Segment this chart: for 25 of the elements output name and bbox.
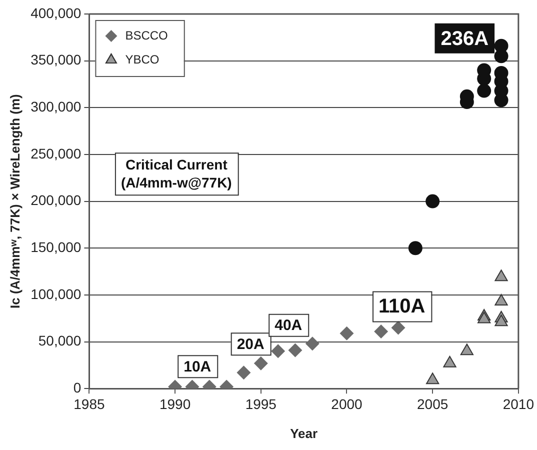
y-tick-label: 400,000 bbox=[30, 4, 82, 21]
y-tick-label: 50,000 bbox=[38, 332, 82, 349]
annotation: 236A bbox=[440, 28, 489, 50]
y-tick-label: 150,000 bbox=[30, 238, 82, 255]
y-axis-title: Ic (A/4mmʷ, 77K) × WireLength (m) bbox=[7, 94, 22, 308]
annotation: 110A bbox=[378, 296, 426, 318]
x-tick-label: 1985 bbox=[74, 396, 105, 412]
x-tick-label: 1995 bbox=[245, 396, 277, 412]
y-tick-label: 200,000 bbox=[30, 192, 82, 208]
x-axis-title: Year bbox=[290, 426, 318, 441]
x-tick-label: 2000 bbox=[331, 396, 363, 412]
y-tick-label: 350,000 bbox=[30, 52, 82, 68]
y-tick-label: 300,000 bbox=[30, 98, 82, 115]
annotation: 20A bbox=[236, 336, 265, 353]
y-tick-label: 250,000 bbox=[30, 145, 82, 162]
x-tick-label: 2005 bbox=[417, 396, 448, 412]
legend-label: YBCO bbox=[125, 52, 160, 66]
y-tick-label: 100,000 bbox=[30, 286, 82, 302]
y-tick-label: 0 bbox=[73, 379, 82, 396]
legend-label: BSCCO bbox=[125, 28, 168, 42]
annotation: Critical Current (A/4mm-w@77K) bbox=[120, 156, 232, 190]
annotation: 10A bbox=[184, 358, 212, 376]
x-tick-label: 1990 bbox=[159, 396, 191, 412]
annotation: 40A bbox=[274, 317, 302, 334]
x-tick-label: 2010 bbox=[502, 396, 534, 412]
